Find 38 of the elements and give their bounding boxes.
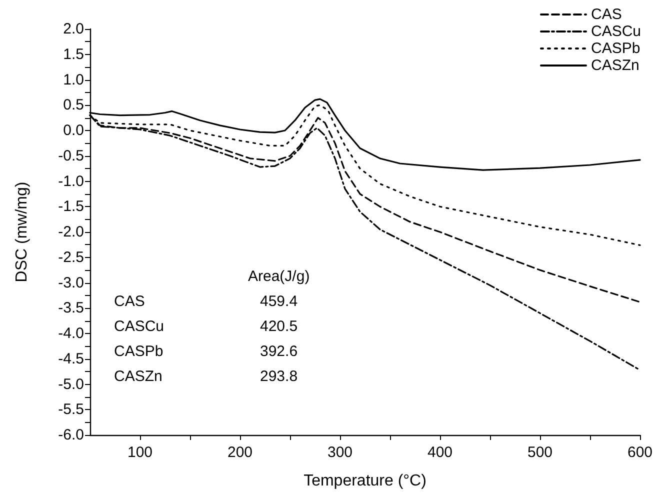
y-tick-label: -6.0 (58, 426, 84, 444)
y-tick-label: 2.0 (63, 20, 84, 38)
annotation: CASZn (114, 368, 162, 385)
annotation: 459.4 (260, 293, 298, 310)
legend-label: CASPb (590, 40, 640, 57)
annotation: Area(J/g) (248, 268, 310, 285)
x-tick-label: 600 (627, 444, 653, 461)
y-tick-label: -4.5 (58, 350, 84, 368)
y-tick-label: -0.5 (58, 147, 84, 164)
y-tick-label: 0.0 (63, 122, 84, 139)
annotation: CASCu (114, 318, 164, 335)
x-axis-title: Temperature (°C) (304, 472, 426, 490)
annotation: 392.6 (260, 343, 298, 360)
y-tick-label: -5.0 (58, 376, 84, 393)
annotation: 293.8 (260, 368, 298, 385)
y-tick-label: -1.0 (58, 172, 84, 190)
annotation: CAS (114, 293, 145, 310)
y-tick-label: -3.5 (58, 300, 84, 317)
y-tick-label: -1.5 (58, 198, 84, 216)
y-tick-label: -3.0 (58, 274, 84, 292)
y-tick-label: 1.0 (63, 71, 84, 88)
x-tick-label: 400 (427, 444, 453, 461)
legend-label: CASCu (590, 23, 642, 40)
x-tick-label: 500 (527, 444, 553, 461)
y-tick-label: -2.5 (58, 248, 84, 266)
y-tick-label: 0.5 (63, 96, 84, 114)
y-tick-label: -2.0 (58, 224, 84, 240)
y-tick-label: -5.5 (58, 401, 84, 418)
legend-label: CAS (590, 6, 622, 23)
x-tick-label: 200 (227, 444, 253, 461)
y-axis-title: DSC (mw/mg) (14, 182, 30, 282)
legend-label: CASZn (590, 57, 640, 74)
y-tick-label: -4.0 (58, 325, 84, 342)
y-tick-label: 1.5 (63, 46, 84, 63)
annotation: 420.5 (260, 318, 298, 335)
x-tick-label: 100 (127, 444, 153, 461)
annotation: CASPb (114, 343, 164, 360)
x-tick-label: 300 (327, 444, 353, 461)
